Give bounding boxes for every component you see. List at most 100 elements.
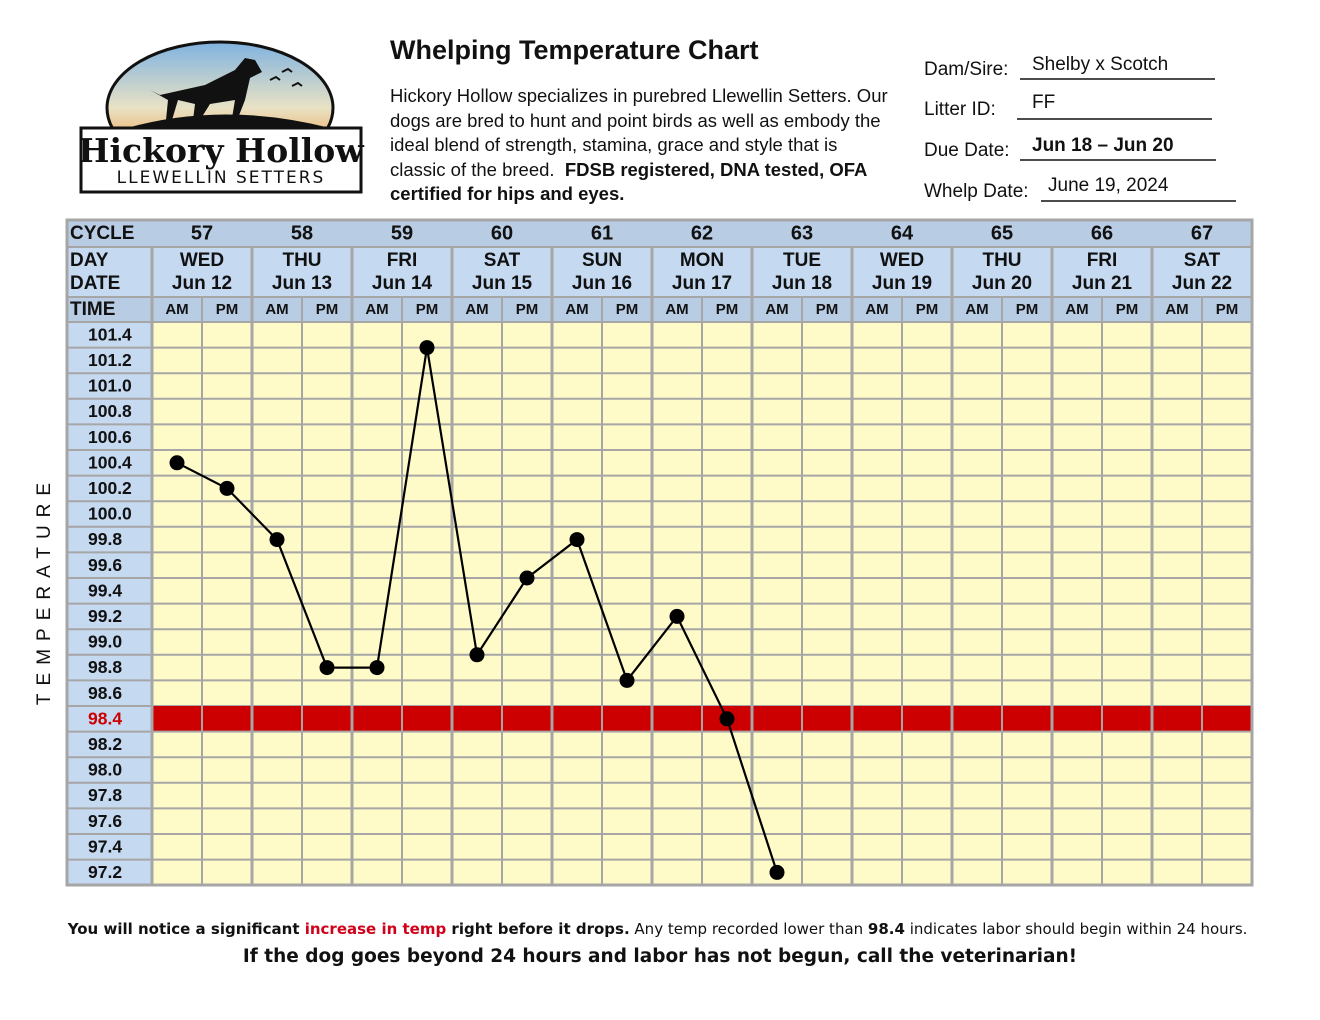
x-tick-label: AM [465,301,488,318]
x-tick-label: PM [516,301,539,318]
field-value: June 19, 2024 [1048,175,1169,196]
day-name: WED [880,250,924,271]
field-value: FF [1032,92,1055,113]
date: Jun 22 [1172,273,1232,294]
y-tick-label: 98.2 [88,734,122,754]
x-tick-label: AM [565,301,588,318]
footer-threshold: 98.4 [867,920,905,938]
title: Whelping Temperature Chart [390,35,759,65]
y-tick-label: 100.0 [88,504,132,524]
x-tick-label: PM [916,301,939,318]
cycle-number: 67 [1191,222,1213,244]
footer-warning: If the dog goes beyond 24 hours and labo… [242,946,1078,967]
date: Jun 18 [772,273,832,294]
cycle-number: 62 [691,222,713,244]
intro-text: Hickory Hollow specializes in purebred L… [390,85,888,180]
cycle-number: 63 [791,222,813,244]
y-tick-label: 101.0 [88,376,132,396]
y-tick-label: 101.4 [88,324,132,344]
row-label: TIME [70,299,115,320]
date: Jun 13 [272,273,332,294]
data-point [669,608,685,624]
logo-tagline: Llewellin Setters [117,168,326,188]
y-tick-label: 99.0 [88,632,122,652]
row-label: DATE [70,273,120,294]
intro: Hickory Hollow specializes in purebred L… [390,84,890,207]
cycle-number: 60 [491,222,513,244]
intro-bold: FDSB registered, DNA tested, OFA certifi… [390,158,867,205]
border [65,218,1254,887]
y-tick-label: 98.0 [88,760,122,780]
row-label: DAY [70,250,109,271]
y-tick-label: 98.4 [88,708,122,728]
y-tick-label: 100.6 [88,427,132,447]
date: Jun 20 [972,273,1032,294]
y-tick-label: 100.2 [88,478,132,498]
data-point [519,570,535,586]
x-tick-label: PM [216,301,239,318]
cycle-number: 61 [591,222,613,244]
x-tick-label: PM [816,301,839,318]
y-tick-label: 99.4 [88,580,122,600]
data-point [419,340,435,356]
x-tick-label: AM [1065,301,1088,318]
data-point [219,480,235,496]
date: Jun 12 [172,273,232,294]
x-tick-label: PM [316,301,339,318]
y-tick-label: 98.6 [88,683,122,703]
data-point [719,711,735,727]
x-tick-label: AM [965,301,988,318]
footer-text: You will notice a significant [67,920,305,938]
x-tick-label: AM [665,301,688,318]
y-tick-label: 100.8 [88,401,132,421]
footer-text: Any temp recorded lower than [629,920,868,938]
x-tick-label: AM [265,301,288,318]
date: Jun 21 [1072,273,1133,294]
data-point [769,864,785,880]
day-name: FRI [1087,250,1118,271]
logo-name: Hickory Hollow [78,131,365,170]
row-label: CYCLE [70,223,134,244]
data-point [169,455,185,471]
day-name: SAT [1184,250,1221,271]
day-name: THU [982,250,1021,271]
y-tick-label: 97.4 [88,836,122,856]
x-tick-label: PM [1116,301,1139,318]
x-tick-label: AM [865,301,888,318]
y-tick-label: 97.6 [88,811,122,831]
date: Jun 17 [672,273,732,294]
y-tick-label: 100.4 [88,452,132,472]
data-point [569,532,585,548]
field-label: Due Date: [924,140,1010,161]
day-name: WED [180,250,224,271]
y-tick-label: 99.8 [88,529,122,549]
day-name: THU [282,250,321,271]
cycle-number: 57 [191,222,213,244]
cycle-number: 66 [1091,222,1113,244]
x-tick-label: PM [616,301,639,318]
footer-highlight: increase in temp [304,920,447,938]
date: Jun 14 [372,273,433,294]
footer-line: You will notice a significant increase i… [60,916,1260,971]
field-value: Shelby x Scotch [1032,54,1168,75]
y-tick-label: 97.8 [88,785,122,805]
x-tick-label: PM [716,301,739,318]
x-tick-label: AM [165,301,188,318]
footer-text: right before it drops. [446,920,630,938]
data-point [269,532,285,548]
y-tick-label: 101.2 [88,350,132,370]
y-tick-label: 99.6 [88,555,122,575]
x-tick-label: AM [765,301,788,318]
footer-text: indicates labor should begin within 24 h… [904,920,1248,938]
cycle-row [67,220,1252,247]
field-label: Dam/Sire: [924,59,1008,80]
day-name: MON [680,250,724,271]
data-point [469,647,485,663]
y-tick-label: 99.2 [88,606,122,626]
field-label: Litter ID: [924,99,996,120]
date: Jun 15 [472,273,533,294]
x-tick-label: PM [1016,301,1039,318]
date: Jun 19 [872,273,932,294]
